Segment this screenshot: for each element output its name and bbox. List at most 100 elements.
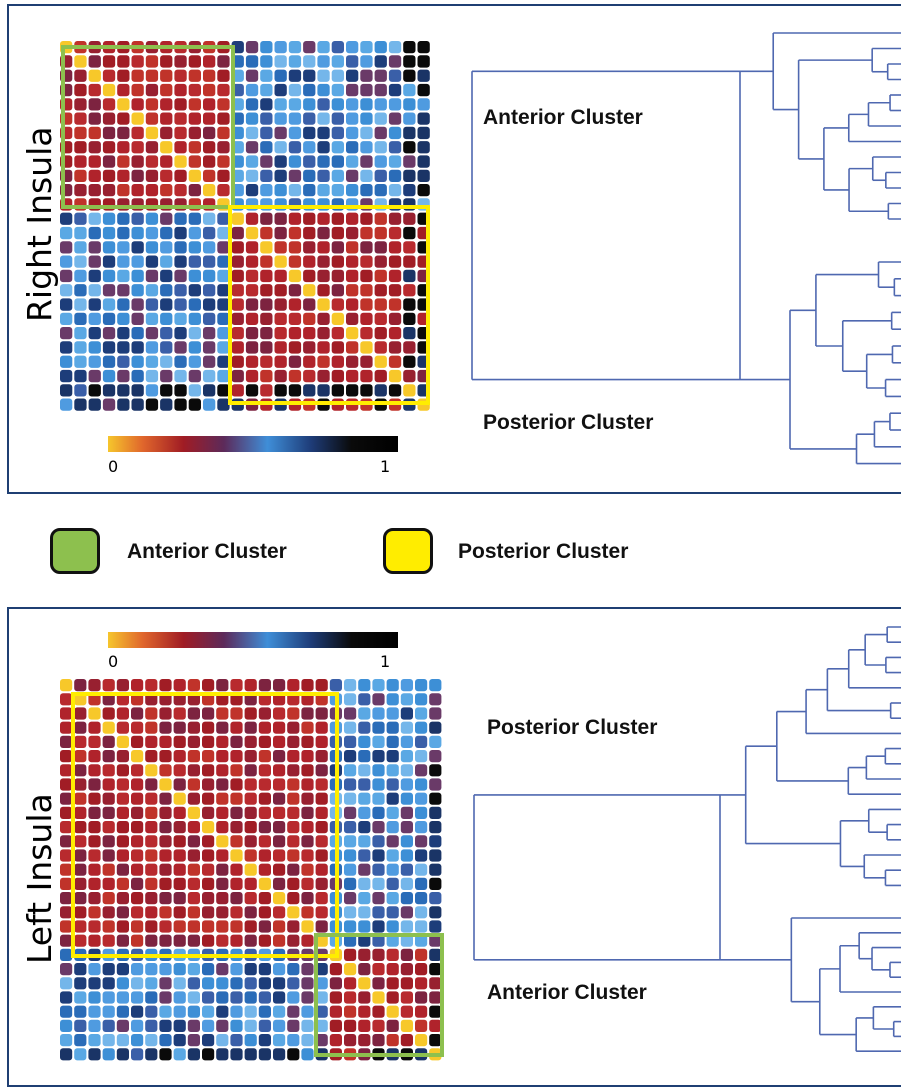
matrix-cell — [60, 920, 73, 933]
matrix-cell — [287, 977, 300, 990]
matrix-cell — [273, 821, 286, 834]
matrix-cell — [174, 398, 187, 411]
matrix-cell — [102, 906, 115, 919]
matrix-cell — [288, 312, 302, 325]
matrix-cell — [131, 934, 144, 947]
matrix-cell — [74, 1034, 87, 1047]
matrix-cell — [429, 1019, 442, 1032]
matrix-cell — [403, 226, 416, 240]
matrix-cell — [244, 920, 257, 933]
matrix-cell — [102, 707, 115, 720]
matrix-cell — [173, 877, 186, 890]
matrix-cell — [317, 126, 330, 140]
matrix-cell — [173, 721, 186, 734]
matrix-cell — [74, 112, 87, 125]
matrix-cell — [231, 269, 244, 283]
matrix-cell — [74, 1048, 87, 1061]
matrix-cell — [188, 69, 201, 82]
matrix-cell — [202, 778, 215, 791]
matrix-cell — [74, 341, 87, 354]
matrix-cell — [415, 948, 428, 961]
matrix-cell — [358, 806, 371, 819]
matrix-cell — [60, 1034, 73, 1047]
right-insula-correlation-matrix — [60, 41, 430, 411]
matrix-cell — [160, 212, 173, 225]
matrix-cell — [429, 863, 442, 876]
matrix-cell — [388, 212, 402, 225]
matrix-cell — [273, 764, 286, 777]
matrix-cell — [260, 384, 273, 397]
matrix-cell — [117, 327, 130, 340]
matrix-cell — [230, 835, 243, 848]
matrix-cell — [173, 778, 186, 791]
matrix-cell — [374, 355, 387, 368]
matrix-cell — [344, 735, 357, 748]
matrix-cell — [88, 679, 101, 692]
matrix-cell — [288, 284, 302, 297]
matrix-cell — [160, 355, 173, 368]
matrix-cell — [374, 212, 387, 225]
matrix-cell — [231, 298, 244, 311]
matrix-cell — [315, 963, 328, 976]
matrix-cell — [273, 679, 286, 692]
matrix-cell — [400, 679, 413, 692]
matrix-cell — [372, 863, 385, 876]
matrix-cell — [131, 750, 144, 763]
matrix-cell — [217, 112, 230, 125]
matrix-cell — [145, 298, 159, 311]
matrix-cell — [145, 906, 158, 919]
matrix-cell — [102, 212, 116, 225]
matrix-cell — [187, 1005, 200, 1018]
matrix-cell — [131, 269, 144, 283]
matrix-cell — [174, 141, 187, 154]
matrix-cell — [131, 55, 144, 68]
matrix-cell — [188, 284, 201, 297]
matrix-cell — [145, 707, 158, 720]
matrix-cell — [88, 849, 101, 862]
matrix-cell — [403, 284, 416, 297]
matrix-cell — [274, 112, 287, 125]
matrix-cell — [159, 693, 172, 706]
matrix-cell — [102, 721, 115, 734]
matrix-cell — [88, 312, 101, 325]
matrix-cell — [358, 977, 371, 990]
matrix-cell — [288, 98, 302, 111]
matrix-cell — [429, 778, 442, 791]
matrix-cell — [160, 55, 173, 68]
matrix-cell — [202, 693, 215, 706]
matrix-cell — [74, 284, 87, 297]
left-posterior-cluster-box — [71, 692, 339, 958]
matrix-cell — [131, 877, 144, 890]
matrix-cell — [102, 269, 116, 283]
matrix-cell — [400, 693, 413, 706]
matrix-cell — [386, 991, 399, 1004]
matrix-cell — [374, 255, 387, 268]
matrix-cell — [202, 991, 215, 1004]
matrix-cell — [358, 948, 371, 961]
matrix-cell — [88, 821, 101, 834]
matrix-cell — [102, 141, 116, 154]
matrix-cell — [160, 312, 173, 325]
matrix-cell — [202, 721, 215, 734]
matrix-cell — [303, 284, 316, 297]
matrix-cell — [273, 778, 286, 791]
matrix-cell — [245, 255, 259, 268]
matrix-cell — [173, 977, 186, 990]
matrix-cell — [317, 312, 330, 325]
matrix-cell — [187, 778, 200, 791]
matrix-cell — [415, 906, 428, 919]
matrix-cell — [403, 83, 416, 97]
matrix-cell — [388, 384, 402, 397]
matrix-cell — [102, 398, 116, 411]
matrix-cell — [160, 269, 173, 283]
matrix-cell — [202, 849, 215, 862]
matrix-cell — [187, 849, 200, 862]
matrix-cell — [88, 141, 101, 154]
matrix-cell — [273, 735, 286, 748]
matrix-cell — [230, 1005, 243, 1018]
matrix-cell — [358, 750, 371, 763]
matrix-cell — [173, 991, 186, 1004]
matrix-cell — [403, 369, 416, 383]
matrix-cell — [60, 226, 73, 240]
matrix-cell — [288, 184, 302, 197]
